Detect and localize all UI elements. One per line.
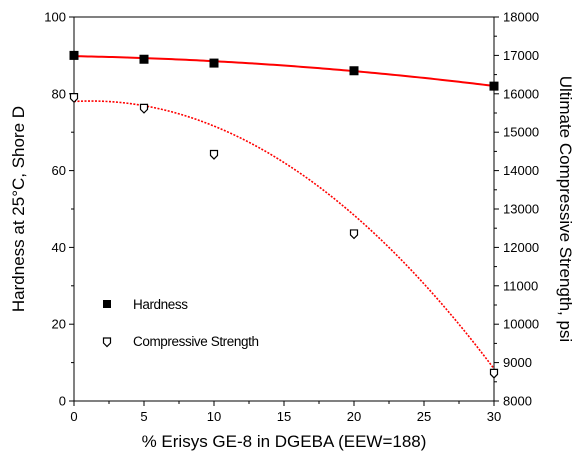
x-tick-label: 15 (277, 409, 291, 424)
left-tick-label: 20 (52, 317, 66, 332)
compressive-strength-point (69, 93, 79, 103)
data-markers (69, 50, 499, 379)
right-tick-label: 14000 (503, 163, 539, 178)
right-tick-label: 16000 (503, 86, 539, 101)
hardness-point (489, 81, 499, 91)
legend: Hardness Compressive Strength (102, 297, 259, 349)
hardness-point (69, 50, 79, 60)
left-axis-title: Hardness at 25°C, Shore D (9, 106, 28, 312)
right-tick-label: 11000 (503, 278, 538, 293)
left-tick-label: 80 (52, 86, 66, 101)
x-tick-label: 25 (417, 409, 431, 424)
right-axis-title: Ultimate Compressive Strength, psi (556, 76, 575, 342)
hardness-point (209, 58, 219, 68)
compressive-strength-point (209, 149, 219, 160)
x-axis-title: % Erisys GE-8 in DGEBA (EEW=188) (142, 432, 427, 451)
x-tick-label: 30 (487, 409, 501, 424)
x-tick-label: 0 (70, 409, 77, 424)
axis-ticks: 0 5 10 15 20 25 30 0 20 40 60 80 100 8000 9000 10000 110… (44, 10, 539, 425)
right-tick-label: 9000 (503, 355, 532, 370)
compressive-strength-fit-line (73, 100, 495, 370)
fit-lines (73, 55, 495, 370)
right-tick-label: 18000 (503, 10, 539, 25)
x-tick-label: 10 (207, 409, 221, 424)
left-tick-label: 60 (52, 163, 66, 178)
legend-label-compressive-strength: Compressive Strength (133, 334, 259, 349)
legend-label-hardness: Hardness (133, 297, 188, 312)
right-tick-label: 8000 (503, 394, 532, 409)
x-tick-label: 5 (140, 409, 147, 424)
x-tick-label: 20 (347, 409, 361, 424)
right-tick-label: 12000 (503, 240, 539, 255)
compressive-strength-point (489, 368, 499, 379)
compressive-strength-point (139, 103, 149, 114)
legend-marker-hardness (103, 300, 111, 308)
left-tick-label: 100 (44, 10, 66, 25)
legend-marker-compressive-strength (102, 337, 112, 348)
left-tick-label: 0 (59, 394, 66, 409)
hardness-point (139, 54, 149, 64)
right-tick-label: 15000 (503, 125, 539, 140)
left-tick-label: 40 (52, 240, 66, 255)
right-tick-label: 10000 (503, 317, 539, 332)
right-tick-label: 13000 (503, 202, 539, 217)
right-tick-label: 17000 (503, 48, 539, 63)
hardness-point (349, 66, 359, 76)
compressive-strength-point (349, 229, 359, 240)
hardness-fit-line (73, 55, 495, 87)
